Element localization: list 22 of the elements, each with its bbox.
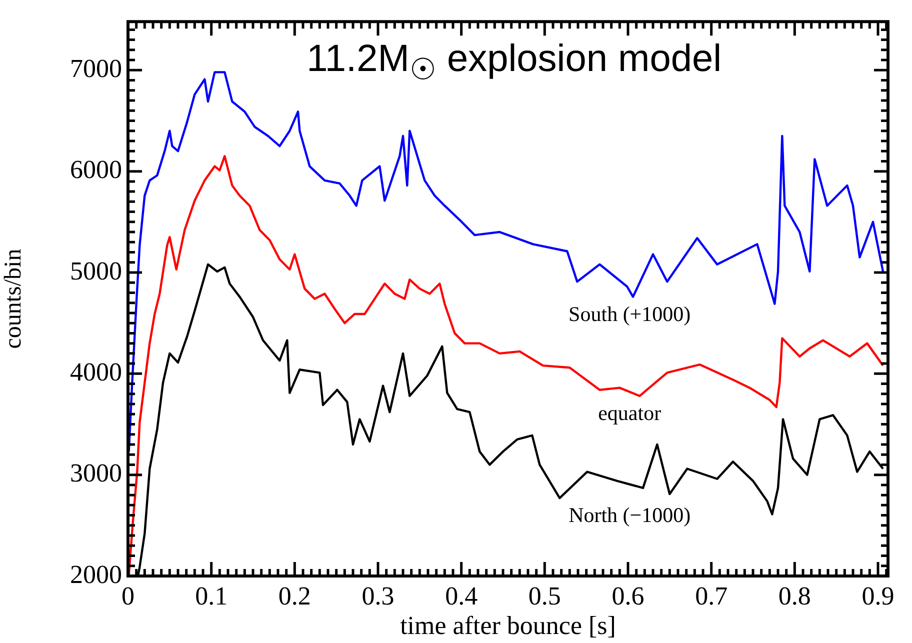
y-axis-title: counts/bin — [0, 248, 27, 349]
y-tick-label: 5000 — [70, 256, 122, 286]
y-tick-label: 7000 — [70, 54, 122, 83]
series-label: South (+1000) — [568, 302, 691, 326]
x-tick-label: 0.9 — [862, 581, 894, 610]
x-tick-label: 0.8 — [778, 581, 811, 610]
x-tick-label: 0.4 — [445, 581, 478, 610]
text: 11.2M$_{☉}$ explosion model — [306, 38, 722, 88]
series-label: North (−1000) — [568, 503, 691, 528]
x-tick-label: 0.2 — [278, 581, 311, 610]
y-tick-label: 2000 — [70, 560, 122, 589]
y-tick-label: 3000 — [70, 458, 122, 488]
x-tick-label: 0.7 — [695, 581, 728, 610]
x-tick-label: 0 — [122, 581, 134, 610]
x-tick-label: 0.5 — [528, 581, 561, 610]
x-axis-title: time after bounce [s] — [400, 611, 616, 640]
x-tick-label: 0.6 — [612, 581, 644, 610]
series-label: equator — [598, 400, 662, 425]
y-tick-label: 4000 — [70, 357, 122, 386]
x-tick-label: 0.3 — [362, 581, 394, 610]
y-tick-label: 6000 — [70, 155, 122, 184]
x-tick-label: 0.1 — [195, 581, 228, 610]
